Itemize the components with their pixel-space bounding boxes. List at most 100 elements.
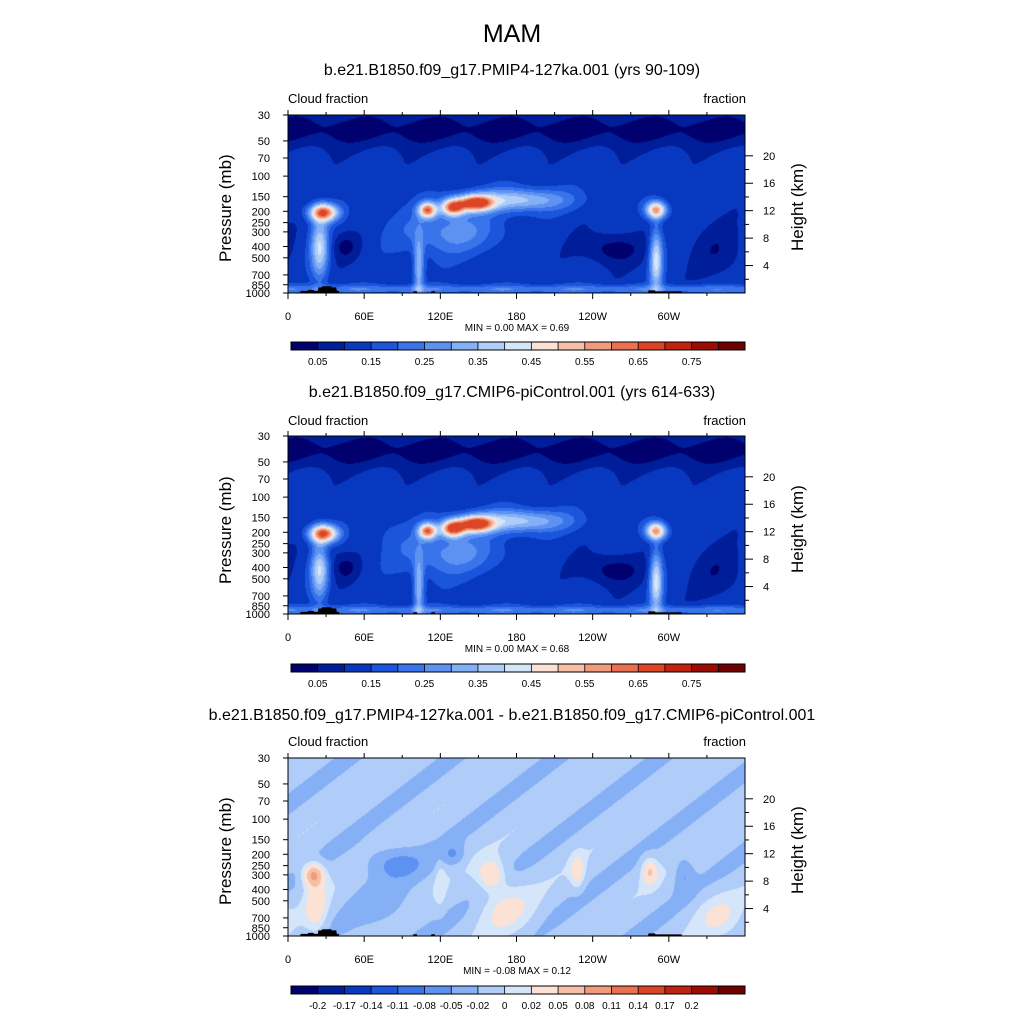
- y-tick-label: 200: [252, 849, 270, 861]
- colorbar-swatch: [584, 664, 612, 672]
- panel-1-min-max: MIN = 0.00 MAX = 0.69: [464, 323, 570, 334]
- colorbar-swatch: [317, 664, 345, 672]
- x-tick-label: 60W: [658, 632, 681, 644]
- y-tick-label: 1000: [246, 288, 270, 300]
- panel-3-units-label: fraction: [703, 734, 746, 749]
- colorbar-swatch: [397, 664, 425, 672]
- colorbar-tick-label: 0.65: [628, 357, 648, 368]
- colorbar-swatch: [397, 342, 425, 350]
- panel-2-title: b.e21.B1850.f09_g17.CMIP6-piControl.001 …: [308, 384, 716, 401]
- y2-tick-label: 16: [763, 178, 775, 190]
- colorbar-tick-label: 0: [502, 1001, 508, 1012]
- colorbar-swatch: [638, 664, 666, 672]
- colorbar-swatch: [451, 664, 479, 672]
- x-tick-label: 0: [285, 954, 291, 966]
- y2-tick-label: 4: [763, 582, 769, 594]
- x-tick-label: 60W: [658, 954, 681, 966]
- figure-title: MAM: [482, 20, 542, 48]
- field-contour-fill: [288, 758, 745, 936]
- colorbar-swatch: [611, 986, 639, 994]
- field-contour-fill: [288, 436, 745, 614]
- topography-mask: [288, 286, 745, 293]
- colorbar-tick-label: -0.2: [309, 1001, 327, 1012]
- y2-tick-label: 8: [763, 876, 769, 888]
- y2-tick-label: 20: [763, 794, 775, 806]
- colorbar-swatch: [344, 664, 372, 672]
- y-tick-label: 100: [252, 171, 270, 183]
- colorbar-swatch: [584, 342, 612, 350]
- y2-tick-label: 4: [763, 904, 769, 916]
- colorbar-swatch: [558, 986, 586, 994]
- y-tick-label: 300: [252, 548, 270, 560]
- colorbar-swatch: [451, 986, 479, 994]
- colorbar-swatch: [291, 986, 319, 994]
- x-tick-label: 180: [507, 311, 525, 323]
- colorbar-swatch: [371, 986, 399, 994]
- panel-2-units-label: fraction: [703, 413, 746, 428]
- topography-mask: [288, 929, 745, 936]
- colorbar-swatch: [611, 342, 639, 350]
- colorbar-frame: [290, 663, 746, 673]
- colorbar-tick-label: -0.08: [413, 1001, 436, 1012]
- colorbar-swatch: [291, 342, 319, 350]
- colorbar-tick-label: 0.55: [575, 679, 595, 690]
- y-tick-label: 500: [252, 574, 270, 586]
- y2-tick-label: 12: [763, 206, 775, 218]
- colorbar-tick-label: -0.02: [467, 1001, 490, 1012]
- y-tick-label: 150: [252, 192, 270, 204]
- y-tick-label: 850: [252, 280, 270, 292]
- panel-1-units-label: fraction: [703, 91, 746, 106]
- colorbar-tick-label: 0.15: [361, 357, 381, 368]
- colorbar-tick-label: -0.14: [360, 1001, 383, 1012]
- field-contour-fill: [288, 115, 745, 293]
- colorbar-tick-label: -0.11: [387, 1001, 409, 1012]
- colorbar-swatch: [397, 986, 425, 994]
- colorbar-tick-label: 0.15: [361, 679, 381, 690]
- colorbar-tick-label: 0.65: [628, 679, 648, 690]
- y2-tick-label: 20: [763, 151, 775, 163]
- colorbar-tick-label: 0.05: [308, 679, 328, 690]
- y2-tick-label: 8: [763, 233, 769, 245]
- x-tick-label: 120W: [578, 632, 607, 644]
- colorbar-swatch: [558, 342, 586, 350]
- colorbar-tick-label: 0.35: [468, 679, 488, 690]
- y-tick-label: 500: [252, 896, 270, 908]
- y-tick-label: 1000: [246, 931, 270, 943]
- colorbar-swatch: [504, 986, 532, 994]
- y-tick-label: 150: [252, 513, 270, 525]
- y-tick-label: 30: [258, 431, 270, 443]
- y-tick-label: 70: [258, 474, 270, 486]
- colorbar-tick-label: 0.25: [415, 679, 435, 690]
- y-tick-label: 250: [252, 218, 270, 230]
- x-tick-label: 60W: [658, 311, 681, 323]
- y-tick-label: 250: [252, 539, 270, 551]
- colorbar-tick-label: 0.08: [575, 1001, 595, 1012]
- x-tick-label: 60E: [354, 311, 374, 323]
- colorbar-swatch: [424, 342, 452, 350]
- colorbar-swatch: [691, 986, 719, 994]
- colorbar-swatch: [531, 986, 559, 994]
- panel-2-variable-label: Cloud fraction: [288, 413, 369, 428]
- colorbar-swatch: [691, 664, 719, 672]
- colorbar-tick-label: 0.35: [468, 357, 488, 368]
- y2-tick-label: 4: [763, 261, 769, 273]
- colorbar-swatch: [718, 342, 746, 350]
- colorbar-tick-label: 0.02: [522, 1001, 542, 1012]
- y-tick-label: 300: [252, 227, 270, 239]
- y2-tick-label: 16: [763, 821, 775, 833]
- colorbar-swatch: [291, 664, 319, 672]
- colorbar-tick-label: 0.05: [308, 357, 328, 368]
- y2-tick-label: 12: [763, 527, 775, 539]
- panel-3-title: b.e21.B1850.f09_g17.PMIP4-127ka.001 - b.…: [208, 707, 816, 724]
- panel-3-variable-label: Cloud fraction: [288, 734, 369, 749]
- colorbar-swatch: [344, 986, 372, 994]
- colorbar-swatch: [371, 342, 399, 350]
- colorbar-swatch: [504, 342, 532, 350]
- colorbar-swatch: [451, 342, 479, 350]
- y-tick-label: 200: [252, 206, 270, 218]
- x-tick-label: 120E: [427, 311, 453, 323]
- y-tick-label: 700: [252, 913, 270, 925]
